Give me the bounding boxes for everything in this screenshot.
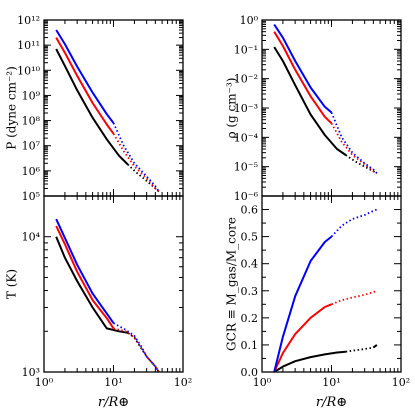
series-red-solid-line	[55, 225, 115, 329]
y-tick-label: 10⁻⁵	[234, 161, 258, 174]
x-tick-label: 10²	[392, 376, 410, 389]
y-tick-label: 10⁻⁶	[234, 190, 259, 203]
series-red-dotted-line	[330, 122, 378, 174]
series-black-solid-line	[55, 236, 128, 334]
y-tick-label: 10¹⁰	[17, 64, 40, 77]
series-black-solid-line	[273, 350, 346, 373]
axes-frame	[261, 195, 402, 373]
y-tick-label: 10⁹	[22, 89, 41, 102]
y-tick-label: 0.3	[241, 285, 259, 298]
x-axis-label: r/R⊕	[316, 395, 347, 410]
y-tick-label: 0.0	[241, 366, 259, 379]
panel-bottom-right: 0.0 0.1 0.2 0.3 0.4 0.5 0.6 10⁰ 10¹ 10² r/R⊕ GCR ≡ …	[225, 195, 410, 410]
y-tick-label: 10⁻¹	[234, 43, 258, 56]
y-tick-label: 0.6	[241, 204, 259, 217]
y-tick-label: 10⁻⁴	[234, 131, 259, 144]
panel-top-left: 10⁵ 10⁶ 10⁷ 10⁸ 10⁹ 10¹⁰ 10¹¹ 10¹² P (dyne cm⁻²)	[5, 14, 184, 203]
y-axis-label: T (K)	[5, 269, 19, 299]
x-tick-label: 10⁰	[35, 376, 54, 389]
series-red-solid-line	[55, 37, 115, 135]
y-tick-label: 0.2	[241, 312, 259, 325]
y-axis-label: GCR ≡ M_gas/M_core	[225, 217, 239, 351]
axes-frame	[43, 19, 184, 197]
series-black-solid-tail	[372, 344, 378, 349]
panel-bottom-left: 10³ 10⁴ 10⁰ 10¹ 10² r/R⊕ T (K)	[5, 195, 192, 410]
y-tick-label: 10⁻³	[234, 102, 258, 115]
y-tick-label: 10⁴	[22, 231, 41, 244]
axes-frame	[43, 195, 184, 373]
series-blue-dotted-line	[330, 208, 378, 238]
series-blue-dotted-line	[113, 322, 160, 373]
x-axis-label: r/R⊕	[98, 395, 129, 410]
y-tick-label: 0.4	[241, 258, 259, 271]
y-tick-label: 10¹²	[17, 14, 40, 27]
y-tick-label: 10³	[22, 366, 40, 379]
series-blue-solid-line	[273, 23, 333, 114]
y-tick-label: 0.1	[241, 339, 259, 352]
series-black-dotted-line	[345, 346, 374, 353]
series-blue-dotted-line	[112, 122, 160, 193]
panel-top-right: 10⁻⁶ 10⁻⁵ 10⁻⁴ 10⁻³ 10⁻² 10⁻¹ 10⁰ ρ (g cm⁻³)	[225, 14, 402, 203]
y-axis-label: P (dyne cm⁻²)	[5, 66, 19, 150]
series-blue-solid-line	[273, 235, 333, 373]
y-tick-label: 10⁵	[22, 190, 40, 203]
y-tick-label: 10⁸	[22, 115, 41, 128]
series-red-solid-line	[273, 303, 332, 373]
y-axis-label: ρ (g cm⁻³)	[225, 78, 239, 139]
series-black-solid-line	[273, 46, 347, 156]
y-tick-label: 10⁶	[22, 165, 41, 178]
x-tick-label: 10¹	[322, 376, 340, 389]
y-tick-label: 10⁷	[22, 140, 41, 153]
x-tick-label: 10⁰	[253, 376, 272, 389]
series-red-dotted-line	[112, 133, 160, 193]
series-black-dotted-line	[345, 154, 378, 174]
series-black-dotted-line	[127, 163, 160, 193]
series-blue-solid-line	[55, 218, 115, 324]
y-tick-label: 10¹¹	[17, 39, 40, 52]
x-tick-label: 10²	[174, 376, 192, 389]
series-black-solid-line	[55, 48, 129, 166]
y-tick-label: 0.5	[241, 231, 259, 244]
y-tick-label: 10⁰	[240, 14, 259, 27]
series-blue-dotted-line	[330, 112, 378, 174]
series-red-dotted-line	[113, 327, 160, 373]
series-red-dotted-line	[331, 289, 378, 306]
series-red-solid-line	[273, 31, 333, 125]
x-tick-label: 10¹	[104, 376, 122, 389]
y-tick-label: 10⁻²	[234, 73, 258, 86]
series-blue-solid-line	[55, 29, 115, 124]
